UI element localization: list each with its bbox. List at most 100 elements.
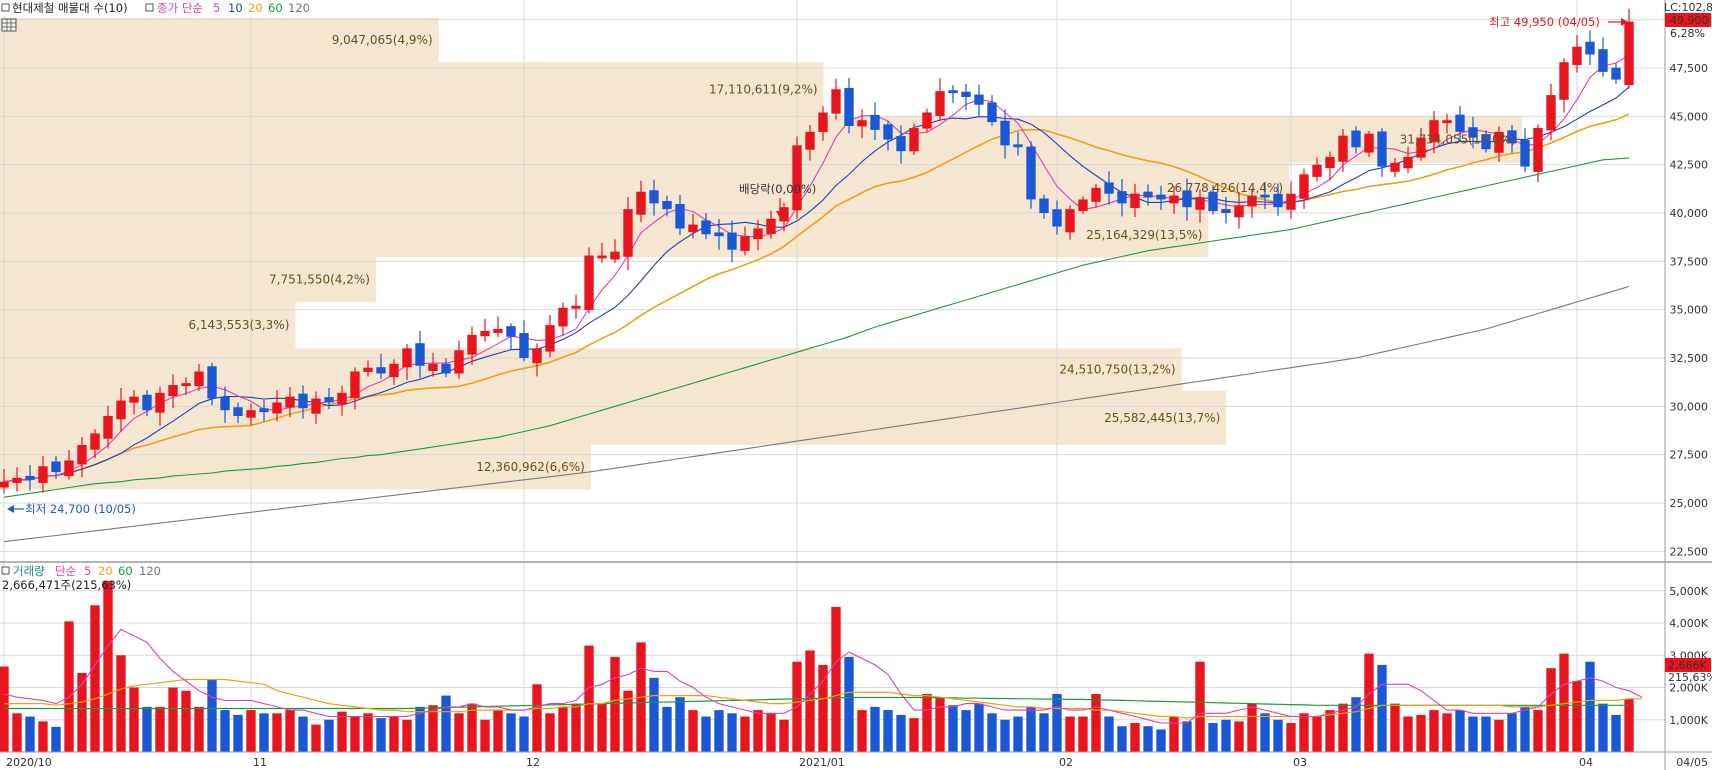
volume-bar bbox=[337, 711, 347, 752]
volume-bar bbox=[532, 684, 542, 752]
x-tick-label-current: 04/05 bbox=[1676, 756, 1708, 769]
candle-body bbox=[103, 416, 113, 439]
high-annotation: 최고 49,950 (04/05) bbox=[1489, 15, 1628, 29]
right-badges: LC:102,86 49,900 6,28% 2,666K 215,63% bbox=[1664, 1, 1712, 684]
candle-body bbox=[1390, 162, 1400, 172]
volume-bar bbox=[1273, 719, 1283, 752]
volume-bar bbox=[1403, 716, 1413, 752]
candle-body bbox=[1247, 195, 1257, 207]
checkbox-icon[interactable] bbox=[1, 3, 10, 12]
current-volume-value: 2,666K bbox=[1668, 659, 1707, 672]
candle-body bbox=[1091, 187, 1101, 202]
candle-body bbox=[467, 334, 477, 355]
candle-body bbox=[1104, 182, 1114, 194]
candle-body bbox=[155, 392, 165, 413]
volume-bar bbox=[246, 710, 256, 752]
candle-body bbox=[337, 392, 347, 405]
volume-bar bbox=[324, 719, 334, 752]
volume-profile-bar bbox=[0, 62, 824, 117]
ma10-legend: 10 bbox=[228, 1, 243, 15]
vol-ma20-legend: 20 bbox=[98, 564, 113, 578]
candle-body bbox=[1338, 135, 1348, 162]
volume-bar bbox=[753, 710, 763, 752]
candle-body bbox=[571, 305, 581, 309]
candle-body bbox=[1585, 41, 1595, 55]
volume-bar bbox=[831, 606, 841, 752]
checkbox-icon[interactable] bbox=[145, 3, 154, 12]
volume-bar bbox=[1494, 719, 1504, 752]
volume-profile-bar bbox=[0, 116, 1522, 163]
volume-bar bbox=[272, 713, 282, 752]
candle-body bbox=[1299, 174, 1309, 199]
candle-body bbox=[0, 481, 9, 488]
volume-profile-bar bbox=[0, 348, 1182, 391]
price-tick-label: 45,000 bbox=[1670, 110, 1709, 123]
candle-body bbox=[844, 87, 854, 126]
volume-bar bbox=[1624, 698, 1634, 752]
candle-body bbox=[792, 145, 802, 211]
volume-bar bbox=[1442, 713, 1452, 752]
candle-body bbox=[1078, 199, 1088, 211]
candle-body bbox=[363, 367, 373, 372]
volume-bar bbox=[233, 714, 243, 752]
ma60-line bbox=[3, 157, 1630, 498]
volume-bar bbox=[350, 716, 360, 752]
candle-body bbox=[779, 207, 789, 222]
volume-bar bbox=[51, 726, 61, 752]
volume-bar bbox=[181, 690, 191, 752]
grid-toggle-icon[interactable] bbox=[1, 18, 17, 32]
volume-tick-label: 1,000K bbox=[1669, 714, 1708, 727]
price-tick-label: 37,500 bbox=[1670, 255, 1709, 268]
candle-body bbox=[1403, 156, 1413, 169]
volume-bar bbox=[1351, 697, 1361, 752]
candle-body bbox=[428, 363, 438, 371]
candle-body bbox=[1208, 191, 1218, 212]
candle-body bbox=[896, 136, 906, 152]
volume-bar bbox=[727, 713, 737, 752]
volume-bar bbox=[1377, 664, 1387, 752]
volume-bar bbox=[116, 655, 126, 752]
checkbox-icon[interactable] bbox=[1, 566, 10, 575]
volume-bar bbox=[675, 697, 685, 752]
candle-body bbox=[1325, 156, 1335, 169]
candlestick-layer bbox=[0, 8, 1634, 494]
candle-body bbox=[922, 112, 932, 129]
volume-bar bbox=[1208, 722, 1218, 752]
volume-bar bbox=[285, 710, 295, 752]
candle-body bbox=[1026, 146, 1036, 200]
volume-bar bbox=[480, 719, 490, 752]
x-tick-label: 11 bbox=[253, 756, 267, 769]
candle-body bbox=[675, 203, 685, 229]
volume-profile-bar bbox=[0, 17, 439, 63]
candle-body bbox=[259, 408, 269, 413]
arrow-left-icon bbox=[7, 505, 14, 513]
price-tick-label: 35,000 bbox=[1670, 304, 1709, 317]
candle-body bbox=[272, 402, 282, 414]
arrow-right-icon bbox=[1621, 18, 1628, 26]
price-tick-label: 25,000 bbox=[1670, 497, 1709, 510]
candle-body bbox=[1234, 205, 1244, 218]
candle-body bbox=[1572, 46, 1582, 66]
ma120-line bbox=[3, 285, 1630, 543]
volume-bar bbox=[142, 706, 152, 752]
volume-bar bbox=[1390, 703, 1400, 752]
candle-body bbox=[1130, 193, 1140, 208]
volume-tick-label: 5,000K bbox=[1669, 585, 1708, 598]
candle-body bbox=[519, 333, 529, 358]
volume-profile-label: 25,164,329(13,5%) bbox=[1086, 228, 1202, 242]
candle-body bbox=[1143, 191, 1153, 198]
volume-bar bbox=[493, 710, 503, 752]
candle-body bbox=[311, 398, 321, 414]
volume-profile-label: 25,582,445(13,7%) bbox=[1104, 411, 1220, 425]
volume-readout: 2,666,471주(215,63%) bbox=[2, 578, 131, 592]
volume-bar bbox=[558, 706, 568, 752]
volume-bar bbox=[987, 713, 997, 752]
candle-body bbox=[1000, 120, 1010, 146]
candle-body bbox=[610, 251, 620, 260]
low-label: 최저 24,700 (10/05) bbox=[25, 502, 136, 516]
volume-bar bbox=[883, 710, 893, 752]
price-tick-label: 32,500 bbox=[1670, 352, 1709, 365]
candle-body bbox=[77, 445, 87, 465]
candle-body bbox=[1481, 134, 1491, 150]
volume-profile-bar bbox=[0, 257, 376, 302]
